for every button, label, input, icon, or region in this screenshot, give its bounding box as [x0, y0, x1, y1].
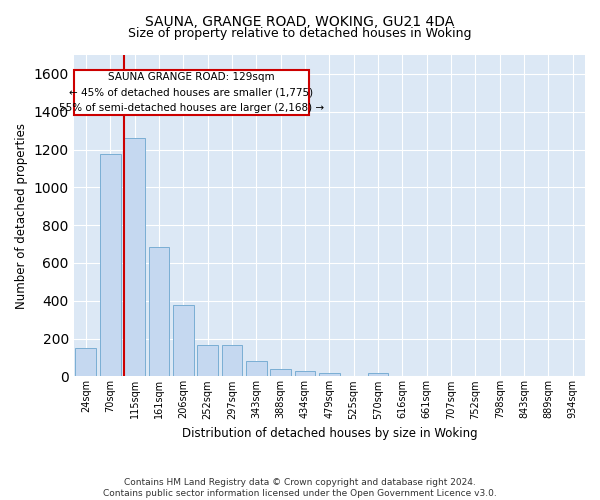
Bar — [149, 247, 169, 376]
FancyBboxPatch shape — [74, 70, 309, 116]
Bar — [246, 362, 266, 376]
Bar — [319, 372, 340, 376]
Bar — [270, 370, 291, 376]
Bar — [173, 306, 194, 376]
Text: Size of property relative to detached houses in Woking: Size of property relative to detached ho… — [128, 28, 472, 40]
Y-axis label: Number of detached properties: Number of detached properties — [15, 122, 28, 308]
Bar — [368, 373, 388, 376]
Bar — [76, 348, 96, 376]
Bar — [197, 344, 218, 376]
Text: SAUNA GRANGE ROAD: 129sqm
← 45% of detached houses are smaller (1,775)
55% of se: SAUNA GRANGE ROAD: 129sqm ← 45% of detac… — [59, 72, 324, 114]
Bar — [100, 154, 121, 376]
Bar — [221, 344, 242, 376]
Text: SAUNA, GRANGE ROAD, WOKING, GU21 4DA: SAUNA, GRANGE ROAD, WOKING, GU21 4DA — [145, 15, 455, 29]
Bar — [124, 138, 145, 376]
X-axis label: Distribution of detached houses by size in Woking: Distribution of detached houses by size … — [182, 427, 477, 440]
Bar — [295, 370, 316, 376]
Text: Contains HM Land Registry data © Crown copyright and database right 2024.
Contai: Contains HM Land Registry data © Crown c… — [103, 478, 497, 498]
